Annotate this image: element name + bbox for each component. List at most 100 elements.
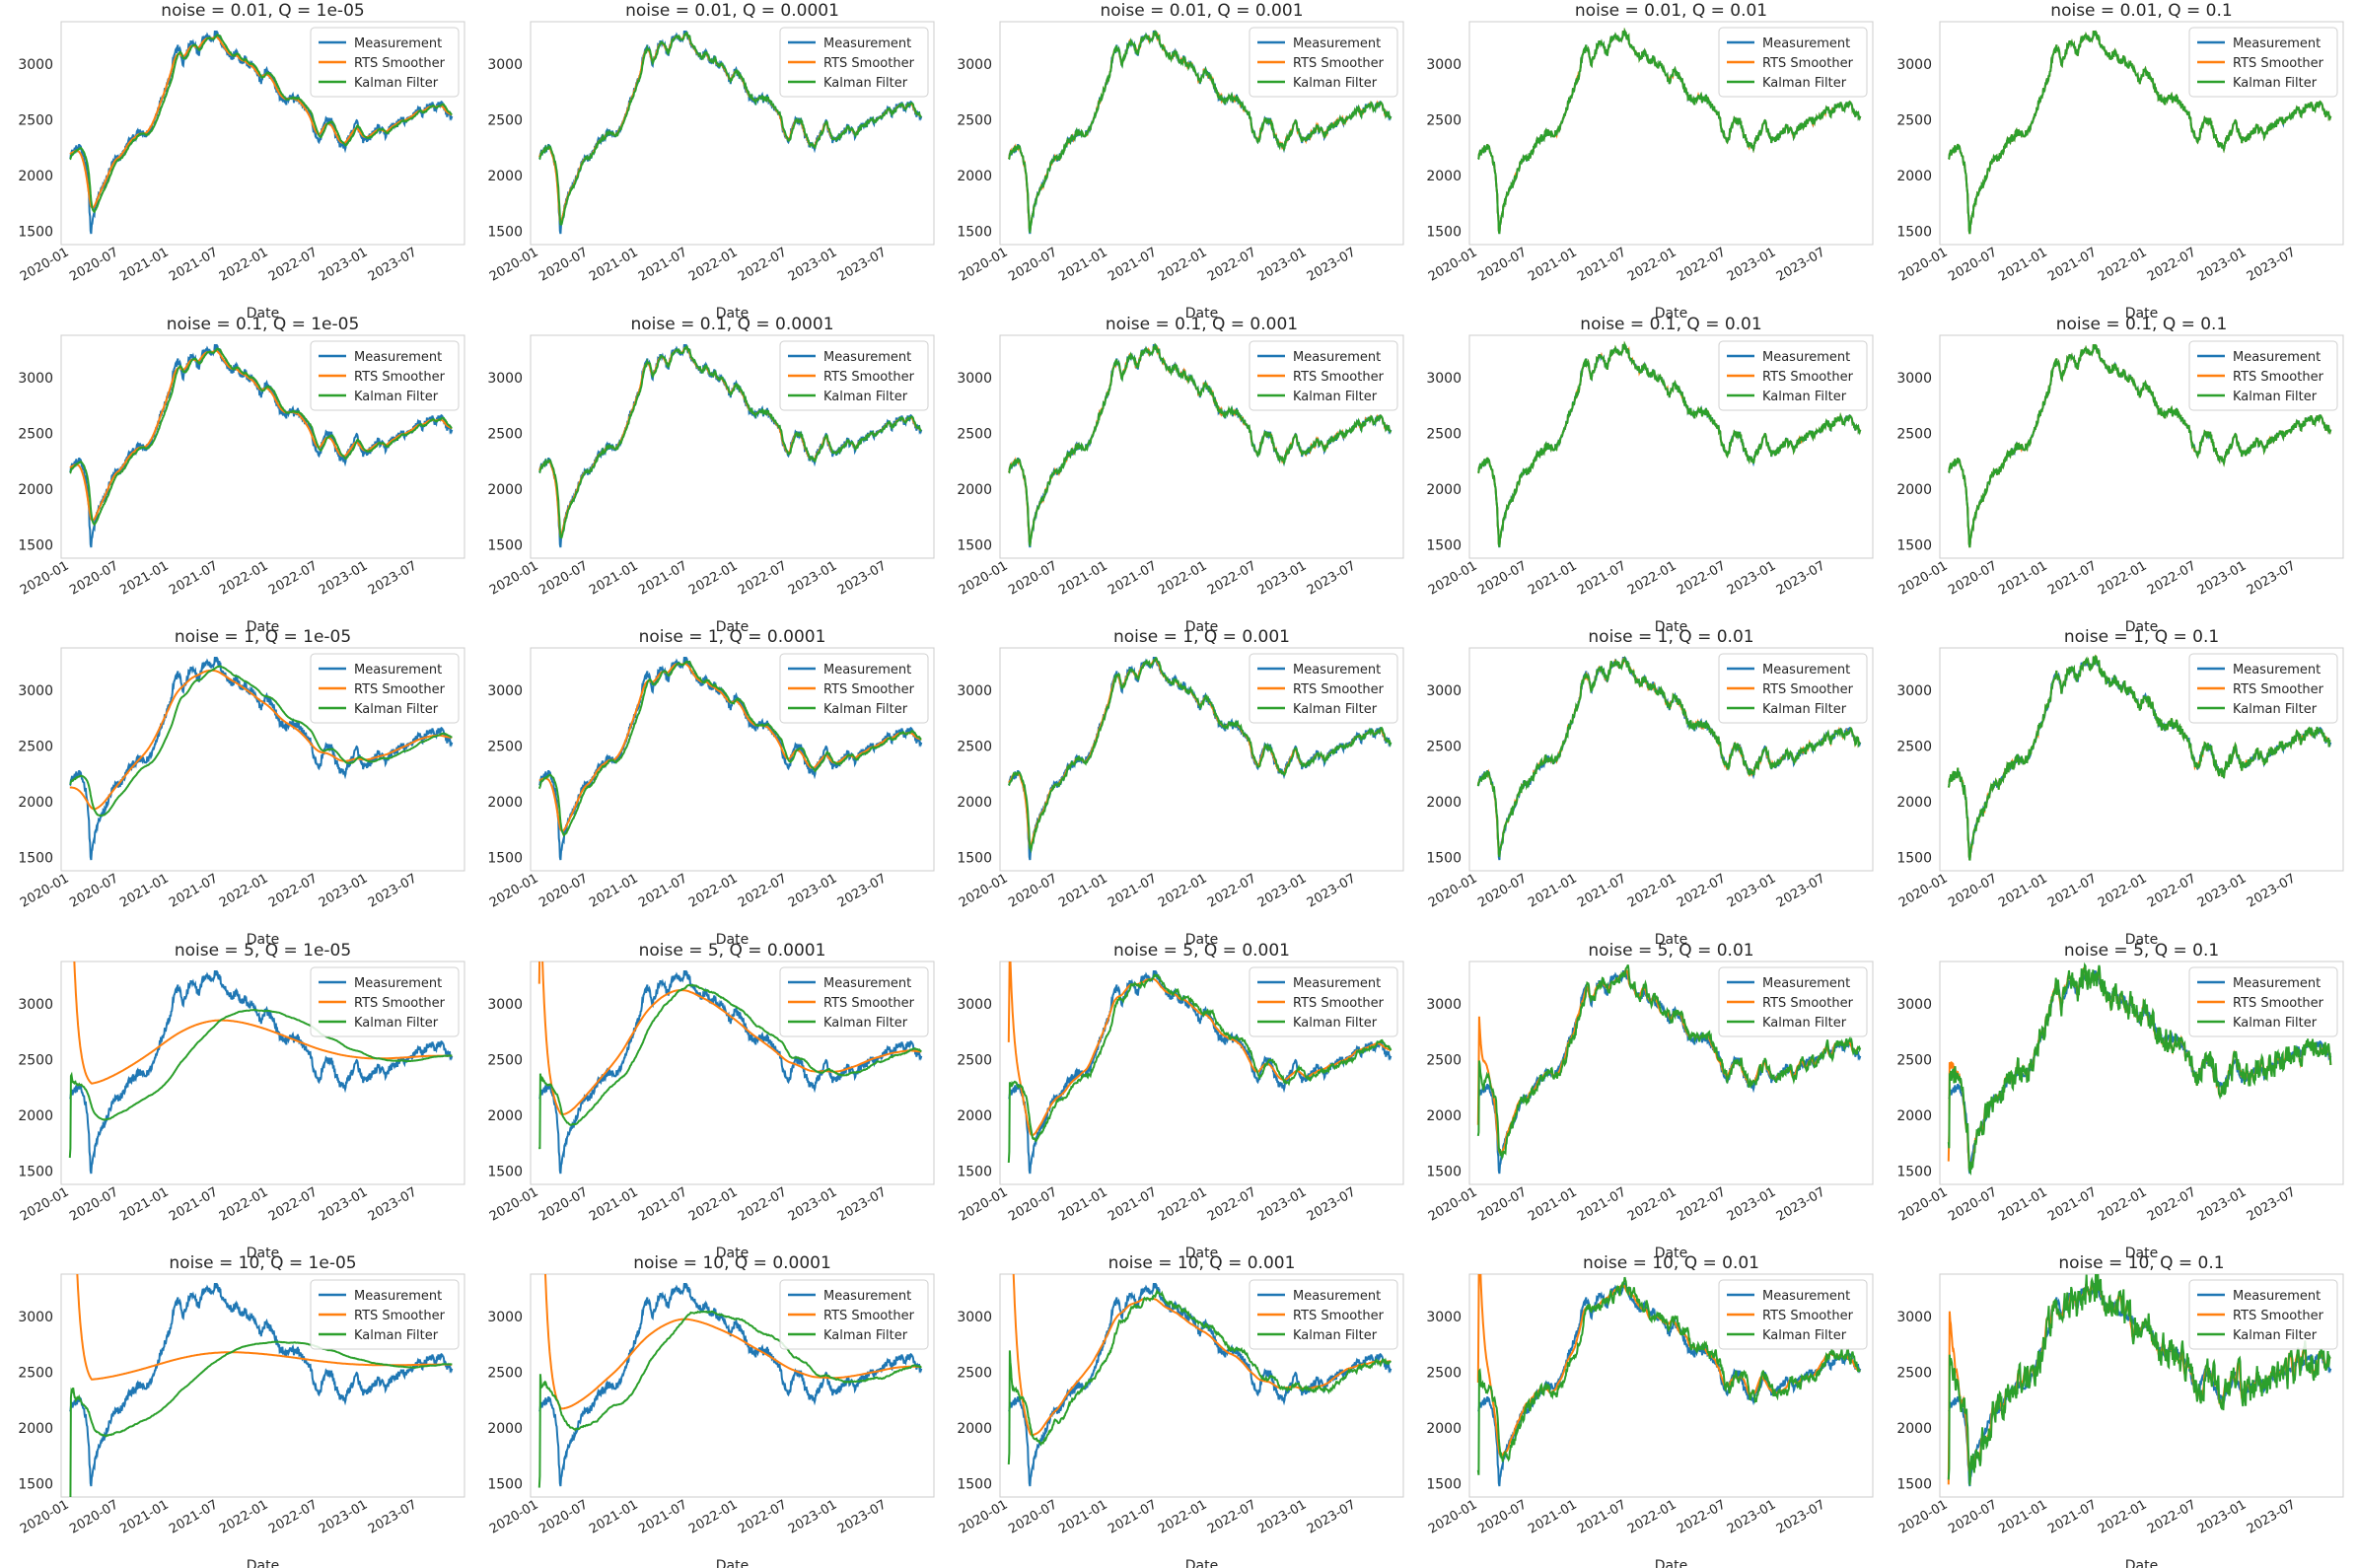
kalman-filter-line: [1476, 1276, 1861, 1475]
y-tick-label: 2500: [18, 1365, 53, 1381]
x-tick-label: 2022-01: [1625, 1184, 1679, 1224]
subplot-r2-c2: noise = 1, Q = 0.001 1500 2000 2500 3000 2020…: [957, 627, 1404, 948]
x-tick-label: 2022-01: [1156, 871, 1210, 910]
legend-entry: RTS Smoother: [2233, 682, 2324, 697]
measurement-line: [69, 1282, 454, 1487]
kalman-filter-line: [1007, 1288, 1393, 1465]
subplot-r3-c3: noise = 5, Q = 0.01 1500 2000 2500 3000 2020-…: [1426, 941, 1874, 1261]
x-tick-label: 2022-07: [2145, 1184, 2199, 1224]
kalman-filter-line: [1007, 972, 1393, 1164]
x-tick-label: 2021-07: [2045, 1497, 2100, 1536]
legend-entry: Measurement: [2233, 663, 2321, 677]
x-axis-label: Date: [247, 932, 279, 948]
subplot-r3-c1: noise = 5, Q = 0.0001 1500 2000 2500 3000 202…: [487, 941, 935, 1261]
x-tick-label: 2021-07: [2045, 1184, 2100, 1224]
y-tick-label: 2500: [487, 112, 523, 128]
x-tick-label: 2021-07: [167, 1497, 221, 1536]
x-tick-label: 2021-07: [2045, 558, 2100, 598]
legend-entry: Measurement: [1293, 36, 1381, 51]
x-axis-label: Date: [1655, 1246, 1687, 1261]
y-tick-label: 1500: [957, 224, 992, 240]
subplot-title: noise = 0.1, Q = 0.01: [1580, 315, 1761, 334]
x-tick-label: 2020-01: [487, 871, 541, 910]
kalman-filter-line: [1008, 30, 1393, 234]
y-tick-label: 2000: [1426, 482, 1462, 498]
x-tick-label: 2022-01: [686, 245, 741, 284]
x-tick-label: 2020-07: [536, 1184, 591, 1224]
kalman-filter-line: [1947, 1274, 2331, 1486]
subplot-title: noise = 1, Q = 0.0001: [639, 627, 826, 647]
kalman-filter-line: [1007, 656, 1393, 854]
y-tick-label: 1500: [957, 1476, 992, 1492]
legend: Measurement RTS Smoother Kalman Filter: [1718, 340, 1868, 411]
x-tick-label: 2023-07: [366, 558, 420, 598]
x-tick-label: 2021-01: [1996, 245, 2050, 284]
x-tick-label: 2023-01: [786, 558, 840, 598]
x-tick-label: 2023-07: [835, 1497, 890, 1536]
x-tick-label: 2020-01: [1426, 245, 1480, 284]
legend-entry: Kalman Filter: [1762, 1016, 1847, 1031]
x-tick-label: 2020-01: [957, 558, 1011, 598]
y-tick-label: 2500: [1426, 112, 1462, 128]
x-tick-label: 2020-01: [18, 1497, 72, 1536]
legend-entry: Measurement: [2233, 1289, 2321, 1304]
x-tick-label: 2020-01: [957, 1184, 1011, 1224]
x-tick-label: 2021-01: [117, 1184, 172, 1224]
x-axis-label: Date: [716, 619, 749, 635]
legend: Measurement RTS Smoother Kalman Filter: [1249, 966, 1398, 1037]
x-tick-label: 2022-07: [736, 1497, 790, 1536]
legend: Measurement RTS Smoother Kalman Filter: [2188, 340, 2338, 411]
legend-entry: RTS Smoother: [354, 370, 446, 385]
x-tick-label: 2021-01: [1526, 871, 1580, 910]
x-tick-label: 2022-07: [736, 245, 790, 284]
y-tick-label: 2000: [957, 795, 992, 811]
subplot-title: noise = 0.1, Q = 0.0001: [630, 315, 833, 334]
y-tick-label: 3000: [1896, 1310, 1932, 1325]
legend-entry: Kalman Filter: [354, 1016, 439, 1031]
y-tick-label: 2500: [1896, 1052, 1932, 1068]
x-tick-label: 2020-01: [487, 1497, 541, 1536]
subplot-title: noise = 1, Q = 1e-05: [175, 627, 351, 647]
x-tick-label: 2022-01: [1156, 558, 1210, 598]
y-tick-label: 1500: [487, 1476, 523, 1492]
subplot-r0-c4: noise = 0.01, Q = 0.1 1500 2000 2500 3000 202…: [1896, 1, 2344, 321]
plot-frame: [1468, 334, 1874, 559]
x-tick-label: 2022-01: [217, 1497, 271, 1536]
x-tick-label: 2022-07: [1675, 871, 1729, 910]
legend-entry: RTS Smoother: [1762, 56, 1854, 71]
y-tick-label: 2500: [487, 1052, 523, 1068]
y-tick-label: 2000: [1896, 1421, 1932, 1437]
legend-entry: Kalman Filter: [2233, 702, 2318, 717]
x-tick-label: 2023-01: [317, 1184, 371, 1224]
legend-entry: Kalman Filter: [2233, 390, 2318, 404]
x-tick-label: 2021-01: [1526, 558, 1580, 598]
x-tick-label: 2022-07: [2145, 871, 2199, 910]
legend: Measurement RTS Smoother Kalman Filter: [1718, 27, 1868, 98]
y-tick-label: 2000: [1426, 795, 1462, 811]
kalman-filter-line: [69, 347, 453, 527]
legend-entry: Kalman Filter: [823, 1016, 908, 1031]
y-tick-label: 2500: [18, 112, 53, 128]
x-tick-label: 2020-07: [67, 1184, 121, 1224]
subplot-r0-c1: noise = 0.01, Q = 0.0001 1500 2000 2500 3000…: [487, 1, 935, 321]
x-tick-label: 2021-07: [2045, 245, 2100, 284]
x-tick-label: 2021-07: [2045, 871, 2100, 910]
y-tick-label: 2000: [1426, 169, 1462, 184]
x-tick-label: 2022-07: [1205, 1184, 1259, 1224]
x-axis-label: Date: [1655, 932, 1687, 948]
y-tick-label: 1500: [1426, 1164, 1462, 1179]
legend: Measurement RTS Smoother Kalman Filter: [1249, 1279, 1398, 1350]
x-tick-label: 2023-01: [317, 871, 371, 910]
y-tick-label: 1500: [1426, 537, 1462, 553]
x-tick-label: 2023-07: [366, 245, 420, 284]
x-tick-label: 2023-07: [835, 871, 890, 910]
legend-entry: Kalman Filter: [1762, 1328, 1847, 1343]
legend-entry: Kalman Filter: [1762, 390, 1847, 404]
subplot-title: noise = 5, Q = 0.0001: [639, 941, 826, 961]
x-tick-label: 2020-07: [1946, 245, 2000, 284]
y-tick-label: 2500: [18, 739, 53, 754]
y-tick-label: 2000: [18, 795, 53, 811]
subplot-title: noise = 10, Q = 1e-05: [169, 1253, 356, 1273]
x-tick-label: 2021-01: [1526, 1184, 1580, 1224]
subplot-title: noise = 0.01, Q = 1e-05: [161, 1, 364, 21]
